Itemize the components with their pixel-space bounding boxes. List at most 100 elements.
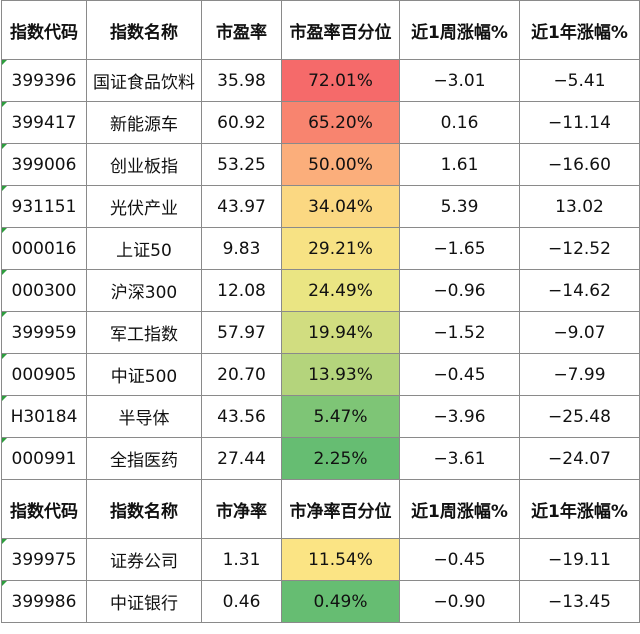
header-index-code: 指数代码 — [1, 479, 87, 539]
percentile-cell: 65.20% — [281, 101, 400, 144]
percentile-cell: 72.01% — [281, 59, 400, 102]
index-code-cell: 399417 — [1, 101, 87, 144]
header-index-name: 指数名称 — [86, 0, 202, 60]
year-change-cell: −24.07 — [519, 437, 640, 480]
week-change-cell: −0.90 — [399, 580, 520, 623]
index-code-cell: 931151 — [1, 185, 87, 228]
cell-flag-icon — [2, 102, 7, 107]
year-change-cell: −7.99 — [519, 353, 640, 396]
index-name-cell: 国证食品饮料 — [86, 59, 202, 102]
year-change-cell: −25.48 — [519, 395, 640, 438]
index-name-cell: 光伏产业 — [86, 185, 202, 228]
table-row: H30184 半导体 43.56 5.47% −3.96 −25.48 — [1, 395, 640, 438]
year-change-cell: −9.07 — [519, 311, 640, 354]
cell-flag-icon — [2, 581, 7, 586]
cell-flag-icon — [2, 228, 7, 233]
ratio-cell: 57.97 — [201, 311, 282, 354]
week-change-cell: −3.96 — [399, 395, 520, 438]
table-row: 399975 证券公司 1.31 11.54% −0.45 −19.11 — [1, 538, 640, 581]
table-row: 399417 新能源车 60.92 65.20% 0.16 −11.14 — [1, 101, 640, 144]
year-change-cell: −5.41 — [519, 59, 640, 102]
percentile-cell: 34.04% — [281, 185, 400, 228]
ratio-cell: 1.31 — [201, 538, 282, 581]
ratio-cell: 20.70 — [201, 353, 282, 396]
cell-flag-icon — [2, 144, 7, 149]
percentile-cell: 11.54% — [281, 538, 400, 581]
table-row: 000300 沪深300 12.08 24.49% −0.96 −14.62 — [1, 269, 640, 312]
header-week-change: 近1周涨幅% — [399, 0, 520, 60]
index-name-cell: 沪深300 — [86, 269, 202, 312]
index-name-cell: 上证50 — [86, 227, 202, 270]
index-code-cell: H30184 — [1, 395, 87, 438]
pe-header-row: 指数代码 指数名称 市盈率 市盈率百分位 近1周涨幅% 近1年涨幅% — [1, 0, 640, 60]
year-change-cell: −19.11 — [519, 538, 640, 581]
ratio-cell: 53.25 — [201, 143, 282, 186]
index-code-cell: 000991 — [1, 437, 87, 480]
header-year-change: 近1年涨幅% — [519, 479, 640, 539]
ratio-cell: 9.83 — [201, 227, 282, 270]
ratio-cell: 12.08 — [201, 269, 282, 312]
week-change-cell: −1.65 — [399, 227, 520, 270]
index-code-cell: 399396 — [1, 59, 87, 102]
cell-flag-icon — [2, 60, 7, 65]
percentile-cell: 19.94% — [281, 311, 400, 354]
index-code-cell: 399006 — [1, 143, 87, 186]
index-code-cell: 399959 — [1, 311, 87, 354]
year-change-cell: −12.52 — [519, 227, 640, 270]
week-change-cell: −0.96 — [399, 269, 520, 312]
index-code-cell: 399986 — [1, 580, 87, 623]
pe-table-body: 399396 国证食品饮料 35.98 72.01% −3.01 −5.41 399417 新… — [1, 59, 640, 480]
table-row: 000905 中证500 20.70 13.93% −0.45 −7.99 — [1, 353, 640, 396]
index-name-cell: 全指医药 — [86, 437, 202, 480]
week-change-cell: 0.16 — [399, 101, 520, 144]
percentile-cell: 0.49% — [281, 580, 400, 623]
cell-flag-icon — [2, 270, 7, 275]
table-row: 399006 创业板指 53.25 50.00% 1.61 −16.60 — [1, 143, 640, 186]
header-pb-percentile: 市净率百分位 — [281, 479, 400, 539]
percentile-cell: 29.21% — [281, 227, 400, 270]
ratio-cell: 43.97 — [201, 185, 282, 228]
year-change-cell: −16.60 — [519, 143, 640, 186]
week-change-cell: −3.01 — [399, 59, 520, 102]
header-week-change: 近1周涨幅% — [399, 479, 520, 539]
cell-flag-icon — [2, 438, 7, 443]
index-name-cell: 创业板指 — [86, 143, 202, 186]
index-name-cell: 军工指数 — [86, 311, 202, 354]
pb-header-row: 指数代码 指数名称 市净率 市净率百分位 近1周涨幅% 近1年涨幅% — [1, 479, 640, 539]
cell-flag-icon — [2, 396, 7, 401]
cell-flag-icon — [2, 186, 7, 191]
percentile-cell: 50.00% — [281, 143, 400, 186]
table-row: 931151 光伏产业 43.97 34.04% 5.39 13.02 — [1, 185, 640, 228]
index-name-cell: 中证500 — [86, 353, 202, 396]
week-change-cell: 5.39 — [399, 185, 520, 228]
index-name-cell: 中证银行 — [86, 580, 202, 623]
table-row: 399396 国证食品饮料 35.98 72.01% −3.01 −5.41 — [1, 59, 640, 102]
pb-table-body: 399975 证券公司 1.31 11.54% −0.45 −19.11 399986 中证银… — [1, 538, 640, 623]
ratio-cell: 60.92 — [201, 101, 282, 144]
index-name-cell: 证券公司 — [86, 538, 202, 581]
percentile-cell: 5.47% — [281, 395, 400, 438]
header-index-name: 指数名称 — [86, 479, 202, 539]
percentile-cell: 2.25% — [281, 437, 400, 480]
index-code-cell: 000016 — [1, 227, 87, 270]
week-change-cell: −3.61 — [399, 437, 520, 480]
percentile-cell: 24.49% — [281, 269, 400, 312]
table-row: 000991 全指医药 27.44 2.25% −3.61 −24.07 — [1, 437, 640, 480]
week-change-cell: −0.45 — [399, 353, 520, 396]
table-row: 399986 中证银行 0.46 0.49% −0.90 −13.45 — [1, 580, 640, 623]
year-change-cell: 13.02 — [519, 185, 640, 228]
cell-flag-icon — [2, 312, 7, 317]
ratio-cell: 27.44 — [201, 437, 282, 480]
year-change-cell: −13.45 — [519, 580, 640, 623]
index-name-cell: 半导体 — [86, 395, 202, 438]
index-name-cell: 新能源车 — [86, 101, 202, 144]
cell-flag-icon — [2, 354, 7, 359]
year-change-cell: −11.14 — [519, 101, 640, 144]
ratio-cell: 0.46 — [201, 580, 282, 623]
index-code-cell: 000905 — [1, 353, 87, 396]
ratio-cell: 43.56 — [201, 395, 282, 438]
week-change-cell: −0.45 — [399, 538, 520, 581]
header-pe-percentile: 市盈率百分位 — [281, 0, 400, 60]
index-code-cell: 000300 — [1, 269, 87, 312]
